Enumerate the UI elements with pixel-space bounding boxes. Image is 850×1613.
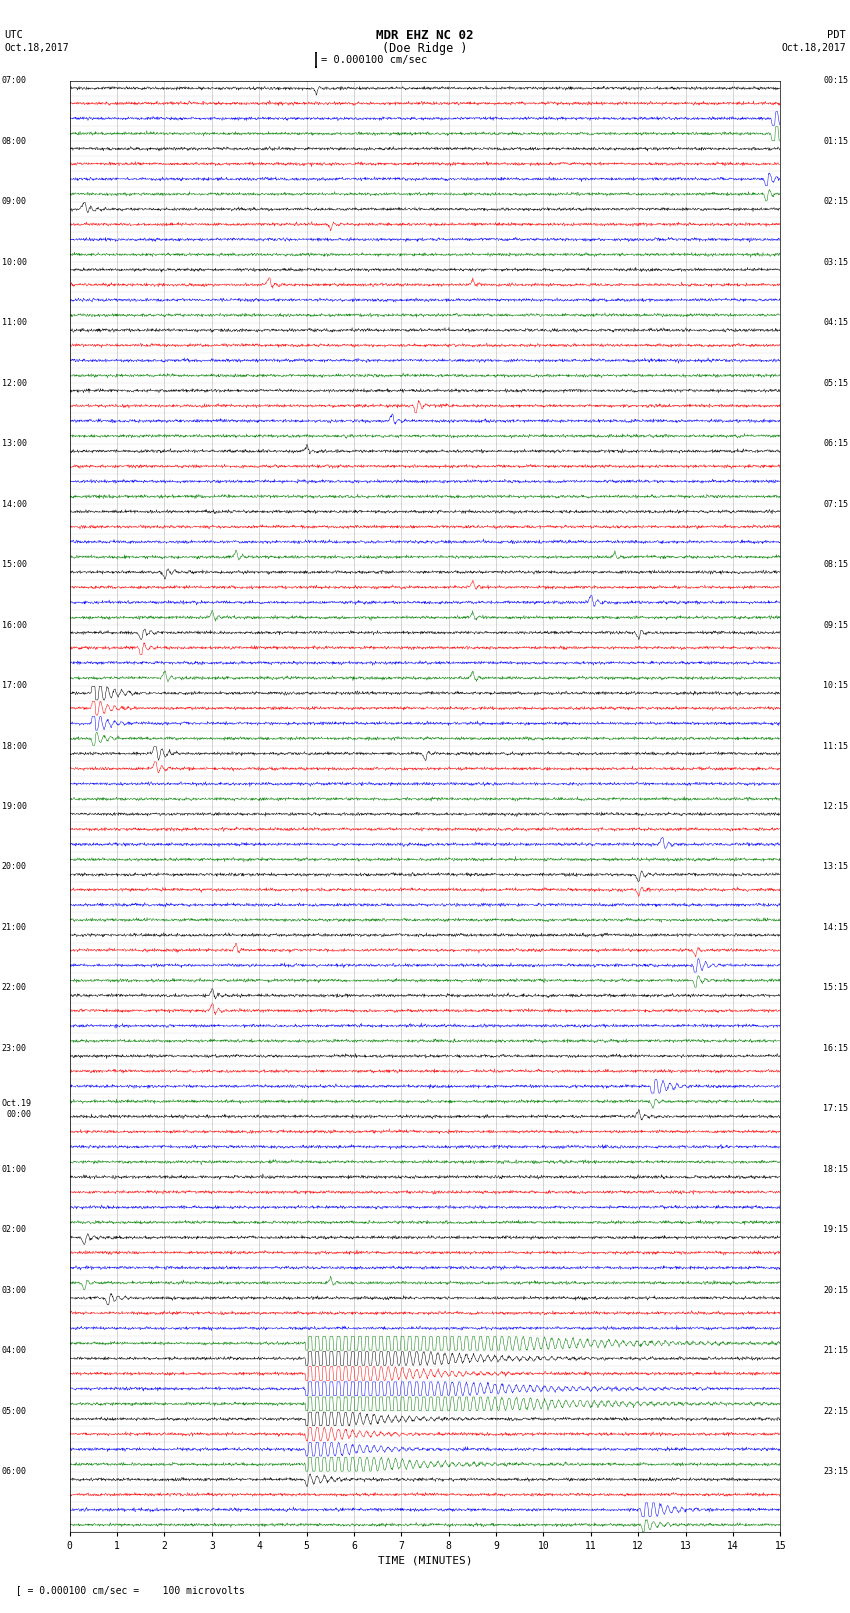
Text: 18:15: 18:15 — [824, 1165, 848, 1174]
Text: Oct.18,2017: Oct.18,2017 — [4, 44, 69, 53]
Text: = 0.000100 cm/sec: = 0.000100 cm/sec — [321, 55, 428, 65]
Text: 18:00: 18:00 — [2, 742, 26, 750]
Text: 06:15: 06:15 — [824, 439, 848, 448]
Text: 16:00: 16:00 — [2, 621, 26, 629]
Text: 10:15: 10:15 — [824, 681, 848, 690]
Text: 20:15: 20:15 — [824, 1286, 848, 1295]
Text: 12:00: 12:00 — [2, 379, 26, 387]
Text: 14:15: 14:15 — [824, 923, 848, 932]
Text: 05:00: 05:00 — [2, 1407, 26, 1416]
Text: 02:00: 02:00 — [2, 1226, 26, 1234]
Text: 22:00: 22:00 — [2, 984, 26, 992]
Text: 05:15: 05:15 — [824, 379, 848, 387]
Text: 09:00: 09:00 — [2, 197, 26, 206]
Text: 04:15: 04:15 — [824, 318, 848, 327]
Text: 17:15: 17:15 — [824, 1105, 848, 1113]
Text: 19:15: 19:15 — [824, 1226, 848, 1234]
Text: 12:15: 12:15 — [824, 802, 848, 811]
Text: 21:15: 21:15 — [824, 1347, 848, 1355]
Text: 19:00: 19:00 — [2, 802, 26, 811]
Text: 10:00: 10:00 — [2, 258, 26, 266]
Text: 22:15: 22:15 — [824, 1407, 848, 1416]
Text: 21:00: 21:00 — [2, 923, 26, 932]
Text: Oct.18,2017: Oct.18,2017 — [781, 44, 846, 53]
Text: 14:00: 14:00 — [2, 500, 26, 508]
Text: 16:15: 16:15 — [824, 1044, 848, 1053]
Text: 03:15: 03:15 — [824, 258, 848, 266]
Text: 01:00: 01:00 — [2, 1165, 26, 1174]
Text: 07:15: 07:15 — [824, 500, 848, 508]
Text: UTC: UTC — [4, 31, 23, 40]
Text: 04:00: 04:00 — [2, 1347, 26, 1355]
Text: 07:00: 07:00 — [2, 76, 26, 85]
Text: 11:15: 11:15 — [824, 742, 848, 750]
Text: Oct.19
00:00: Oct.19 00:00 — [2, 1098, 31, 1119]
Text: 20:00: 20:00 — [2, 863, 26, 871]
Text: 01:15: 01:15 — [824, 137, 848, 145]
Text: 09:15: 09:15 — [824, 621, 848, 629]
Text: [ = 0.000100 cm/sec =    100 microvolts: [ = 0.000100 cm/sec = 100 microvolts — [4, 1586, 245, 1595]
Text: 08:00: 08:00 — [2, 137, 26, 145]
Text: 15:00: 15:00 — [2, 560, 26, 569]
X-axis label: TIME (MINUTES): TIME (MINUTES) — [377, 1555, 473, 1566]
Text: 13:00: 13:00 — [2, 439, 26, 448]
Text: 13:15: 13:15 — [824, 863, 848, 871]
Text: 23:15: 23:15 — [824, 1468, 848, 1476]
Text: (Doe Ridge ): (Doe Ridge ) — [382, 42, 468, 55]
Text: 23:00: 23:00 — [2, 1044, 26, 1053]
Text: 00:15: 00:15 — [824, 76, 848, 85]
Text: 03:00: 03:00 — [2, 1286, 26, 1295]
Text: PDT: PDT — [827, 31, 846, 40]
Text: 15:15: 15:15 — [824, 984, 848, 992]
Text: 08:15: 08:15 — [824, 560, 848, 569]
Text: 11:00: 11:00 — [2, 318, 26, 327]
Text: 17:00: 17:00 — [2, 681, 26, 690]
Text: 02:15: 02:15 — [824, 197, 848, 206]
Text: 06:00: 06:00 — [2, 1468, 26, 1476]
Text: MDR EHZ NC 02: MDR EHZ NC 02 — [377, 29, 473, 42]
